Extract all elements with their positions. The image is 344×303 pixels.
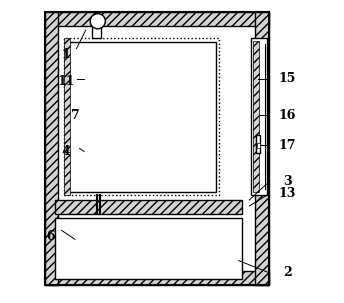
Text: 1: 1 bbox=[62, 48, 70, 61]
Bar bbox=[257, 143, 260, 148]
Text: 3: 3 bbox=[283, 175, 291, 188]
Text: 16: 16 bbox=[278, 109, 296, 122]
Bar bbox=[45, 12, 58, 285]
Text: 7: 7 bbox=[71, 109, 79, 122]
Bar bbox=[255, 12, 269, 285]
Bar bbox=[64, 38, 219, 195]
Text: 4: 4 bbox=[62, 145, 70, 158]
Bar bbox=[45, 12, 269, 285]
Bar bbox=[55, 200, 242, 214]
Bar bbox=[92, 26, 101, 38]
Bar bbox=[45, 271, 269, 285]
Text: 11: 11 bbox=[57, 75, 75, 88]
Text: 17: 17 bbox=[278, 139, 296, 152]
Bar bbox=[251, 38, 267, 195]
Bar bbox=[67, 42, 216, 192]
Bar bbox=[64, 38, 70, 195]
Text: 13: 13 bbox=[278, 188, 296, 200]
Bar bbox=[58, 26, 255, 271]
Bar bbox=[45, 12, 269, 26]
Bar bbox=[256, 135, 260, 153]
Bar bbox=[253, 41, 259, 192]
Circle shape bbox=[90, 14, 105, 29]
Bar bbox=[55, 218, 242, 279]
Text: 2: 2 bbox=[283, 266, 291, 279]
Text: 6: 6 bbox=[46, 230, 55, 243]
Text: 15: 15 bbox=[278, 72, 296, 85]
